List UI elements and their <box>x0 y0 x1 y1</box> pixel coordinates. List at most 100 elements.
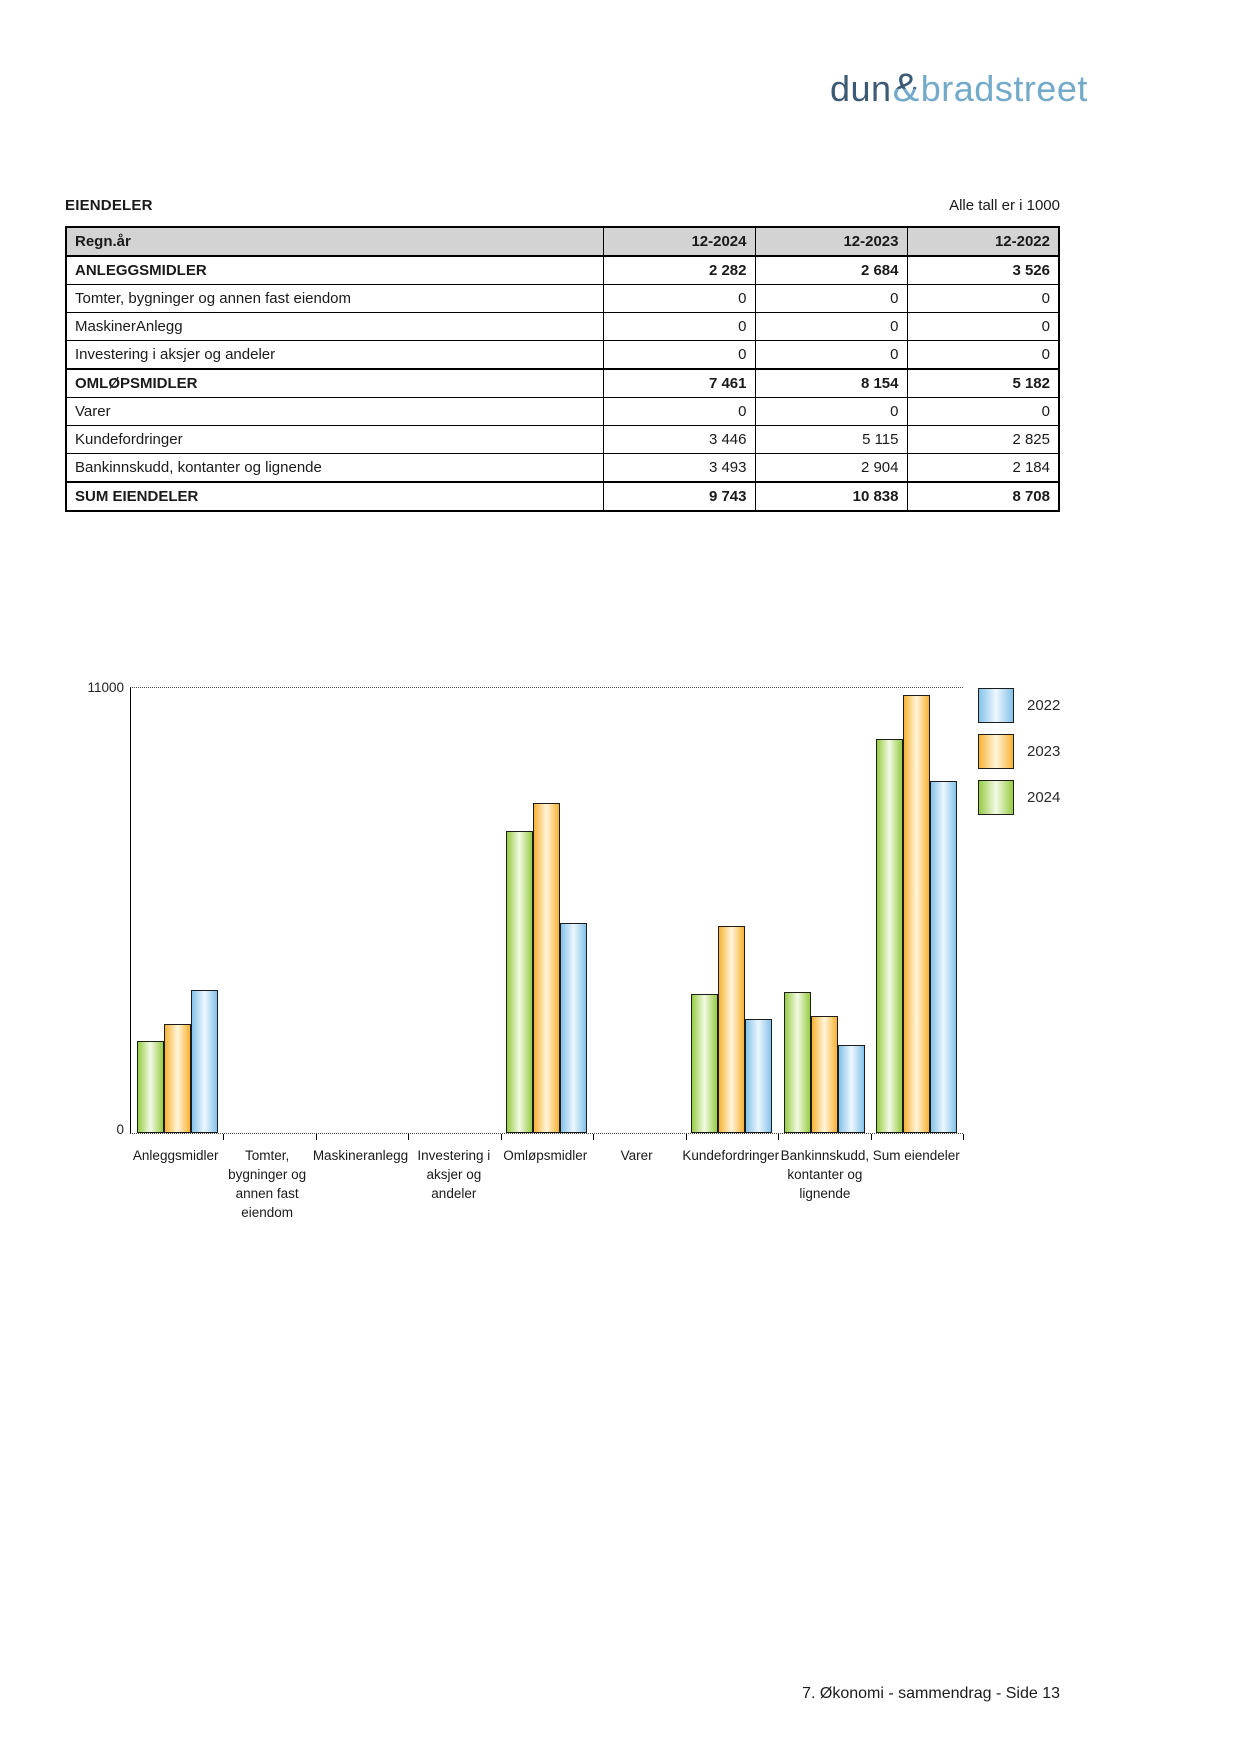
year-column-header: 12-2024 <box>602 226 756 257</box>
x-axis-category-label: Tomter, bygninger og annen fast eiendom <box>221 1146 312 1222</box>
table-row: ANLEGGSMIDLER 2 282 2 684 3 526 <box>65 255 1060 285</box>
logo-text-bradstreet: bradstreet <box>920 68 1088 109</box>
row-value: 8 708 <box>906 481 1060 512</box>
table-row: Kundefordringer 3 446 5 115 2 825 <box>65 425 1060 454</box>
row-value: 8 154 <box>754 368 908 398</box>
row-label: Tomter, bygninger og annen fast eiendom <box>65 284 604 313</box>
bar-2022 <box>930 780 958 1133</box>
page-footer: 7. Økonomi - sammendrag - Side 13 <box>802 1685 1060 1702</box>
x-axis-label-line: bygninger og <box>228 1167 307 1182</box>
dun-bradstreet-logo: dun& & bradstreet <box>830 68 1088 110</box>
row-value: 3 526 <box>906 255 1060 285</box>
bar-2022 <box>190 990 218 1133</box>
table-row: OMLØPSMIDLER 7 461 8 154 5 182 <box>65 368 1060 398</box>
bar-group <box>593 688 688 1140</box>
table-row: SUM EIENDELER 9 743 10 838 8 708 <box>65 481 1060 512</box>
x-axis-category-label: Varer <box>591 1146 682 1222</box>
legend-label: 2022 <box>1027 697 1061 714</box>
row-value: 7 461 <box>602 368 756 398</box>
legend-item-2023: 2023 <box>978 734 1060 769</box>
row-value: 0 <box>754 312 908 341</box>
x-axis-label-line: annen fast <box>235 1186 299 1201</box>
bar-2024 <box>136 1040 164 1133</box>
table-title-row: EIENDELER Alle tall er i 1000 <box>65 197 1060 214</box>
logo-text-dun: dun <box>830 68 892 109</box>
table-row: MaskinerAnlegg 0 0 0 <box>65 312 1060 341</box>
row-label: SUM EIENDELER <box>65 481 604 512</box>
x-axis-label-line: eiendom <box>241 1205 293 1220</box>
x-axis-category-label: Omløpsmidler <box>500 1146 591 1222</box>
row-value: 2 282 <box>602 255 756 285</box>
bar-2023 <box>810 1015 838 1133</box>
row-value: 2 684 <box>754 255 908 285</box>
legend-label: 2024 <box>1027 789 1061 806</box>
row-label: Varer <box>65 397 604 426</box>
x-axis-label-line: kontanter og <box>787 1167 863 1182</box>
x-axis-label-line: Bankinnskudd, <box>780 1148 870 1163</box>
row-label: Bankinnskudd, kontanter og lignende <box>65 453 604 483</box>
bar-group <box>778 688 872 1140</box>
row-value: 2 904 <box>754 453 908 483</box>
x-axis-category-label: Investering i aksjer og andeler <box>408 1146 499 1222</box>
row-value: 0 <box>906 312 1060 341</box>
row-value: 2 184 <box>906 453 1060 483</box>
bar-group <box>686 688 780 1140</box>
y-axis-max-label: 11000 <box>87 680 124 695</box>
row-value: 0 <box>906 397 1060 426</box>
chart-plot <box>130 687 965 1140</box>
regnar-column-header: Regn.år <box>65 226 604 257</box>
table-row: Varer 0 0 0 <box>65 397 1060 426</box>
bar-group <box>316 688 410 1140</box>
bar-group <box>871 688 965 1140</box>
bar-group <box>501 688 595 1140</box>
bar-2023 <box>903 694 931 1133</box>
row-value: 0 <box>602 397 756 426</box>
row-value: 5 182 <box>906 368 1060 398</box>
row-label: OMLØPSMIDLER <box>65 368 604 398</box>
chart-legend: 2022 2023 2024 <box>978 688 1060 826</box>
x-axis-label-line: andeler <box>431 1186 477 1201</box>
year-column-header: 12-2022 <box>906 226 1060 257</box>
section-title: EIENDELER <box>65 197 153 214</box>
row-label: Kundefordringer <box>65 425 604 454</box>
assets-table-body: ANLEGGSMIDLER 2 282 2 684 3 526 Tomter, bygn… <box>65 255 1060 512</box>
x-axis-label-line: Varer <box>620 1148 653 1163</box>
legend-item-2022: 2022 <box>978 688 1060 723</box>
bar-2023 <box>163 1024 191 1133</box>
row-value: 0 <box>754 340 908 370</box>
y-axis-min-label: 0 <box>116 1122 124 1137</box>
bar-2024 <box>506 831 534 1133</box>
bar-2023 <box>718 926 746 1133</box>
bar-2022 <box>745 1018 773 1133</box>
legend-swatch-2022 <box>978 688 1014 723</box>
x-axis-category-label: Sum eiendeler <box>871 1146 962 1222</box>
bar-2024 <box>691 993 719 1133</box>
bar-2024 <box>783 991 811 1133</box>
table-row: Investering i aksjer og andeler 0 0 0 <box>65 340 1060 370</box>
bar-2023 <box>533 803 561 1133</box>
x-axis-category-label: Maskineranlegg <box>313 1146 408 1222</box>
bar-2024 <box>876 738 904 1133</box>
legend-label: 2023 <box>1027 743 1061 760</box>
bar-group <box>131 688 225 1140</box>
row-value: 0 <box>906 340 1060 370</box>
row-value: 2 825 <box>906 425 1060 454</box>
unit-note: Alle tall er i 1000 <box>949 197 1060 214</box>
bar-2022 <box>560 923 588 1133</box>
row-value: 0 <box>602 340 756 370</box>
x-axis-category-label: Bankinnskudd, kontanter og lignende <box>779 1146 870 1222</box>
row-label: Investering i aksjer og andeler <box>65 340 604 370</box>
row-value: 3 493 <box>602 453 756 483</box>
x-axis-label-line: Sum eiendeler <box>872 1148 960 1163</box>
year-column-header: 12-2023 <box>754 226 908 257</box>
row-value: 0 <box>602 312 756 341</box>
row-value: 5 115 <box>754 425 908 454</box>
row-label: MaskinerAnlegg <box>65 312 604 341</box>
row-value: 0 <box>602 284 756 313</box>
legend-item-2024: 2024 <box>978 780 1060 815</box>
row-value: 3 446 <box>602 425 756 454</box>
table-row: Bankinnskudd, kontanter og lignende 3 493… <box>65 453 1060 483</box>
row-value: 0 <box>754 397 908 426</box>
assets-table: Regn.år 12-2024 12-2023 12-2022 ANLEGGSMIDL… <box>65 226 1060 512</box>
table-row: Tomter, bygninger og annen fast eiendom 0… <box>65 284 1060 313</box>
